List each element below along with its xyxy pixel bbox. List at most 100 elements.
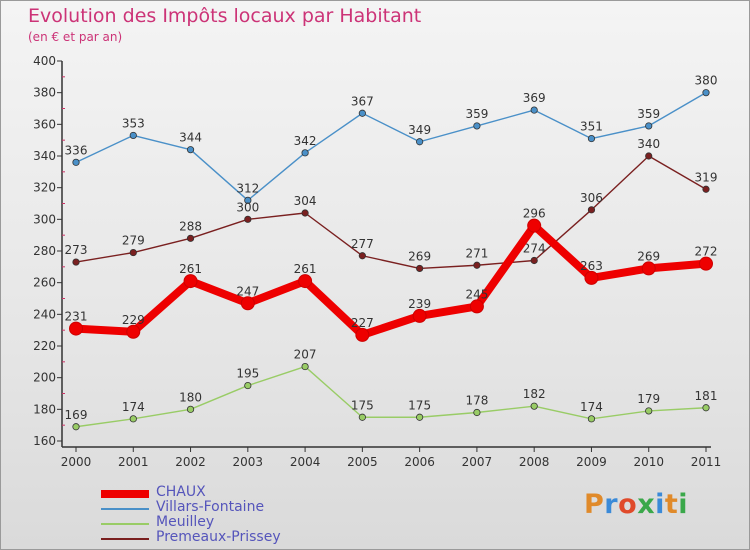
data-label: 344 bbox=[179, 131, 202, 145]
data-label: 261 bbox=[294, 262, 317, 276]
data-point bbox=[186, 405, 195, 413]
data-point bbox=[416, 138, 424, 146]
legend-item-meuilley: Meuilley bbox=[101, 514, 401, 531]
logo-letter: i bbox=[655, 489, 665, 520]
data-point bbox=[186, 146, 195, 154]
data-point bbox=[530, 402, 538, 410]
data-label: 269 bbox=[637, 249, 660, 263]
data-point bbox=[530, 256, 538, 265]
data-label: 319 bbox=[695, 170, 718, 184]
x-tick-label: 2008 bbox=[519, 455, 550, 469]
series-line-chaux bbox=[72, 221, 710, 339]
data-point bbox=[699, 256, 713, 271]
x-tick-label: 2009 bbox=[576, 455, 607, 469]
data-label: 359 bbox=[465, 107, 488, 121]
data-point bbox=[240, 296, 255, 311]
data-label: 174 bbox=[580, 400, 603, 414]
data-point bbox=[129, 415, 137, 423]
data-point bbox=[72, 158, 80, 166]
data-point bbox=[244, 196, 252, 204]
x-tick-label: 2000 bbox=[61, 455, 92, 469]
data-point bbox=[416, 264, 424, 273]
data-point bbox=[129, 131, 137, 140]
logo-letter: i bbox=[678, 489, 689, 520]
data-point bbox=[358, 109, 366, 117]
data-label: 272 bbox=[695, 245, 718, 259]
data-point bbox=[584, 270, 599, 285]
series-line-meuilley bbox=[75, 365, 707, 428]
data-label: 336 bbox=[65, 143, 88, 157]
data-point bbox=[186, 234, 195, 242]
y-tick-label: 400 bbox=[33, 54, 56, 68]
data-point bbox=[530, 106, 538, 114]
y-tick-label: 180 bbox=[33, 402, 56, 416]
data-label: 349 bbox=[408, 123, 431, 137]
data-point bbox=[183, 274, 198, 289]
data-label: 227 bbox=[351, 316, 374, 330]
legend-label: Premeaux-Prissey bbox=[156, 529, 281, 545]
x-tick-label: 2011 bbox=[691, 455, 722, 469]
data-label: 304 bbox=[294, 194, 317, 208]
data-label: 207 bbox=[294, 348, 317, 362]
data-label: 367 bbox=[351, 94, 374, 108]
data-point bbox=[69, 321, 83, 336]
data-point bbox=[358, 252, 366, 260]
data-label: 277 bbox=[351, 237, 374, 251]
data-point bbox=[587, 206, 596, 214]
data-point bbox=[355, 327, 370, 342]
data-point bbox=[244, 215, 252, 223]
data-point bbox=[72, 423, 80, 431]
y-tick-label: 160 bbox=[33, 434, 56, 448]
data-point bbox=[645, 152, 653, 160]
x-tick-label: 2002 bbox=[175, 455, 206, 469]
legend-item-premeaux-prissey: Premeaux-Prissey bbox=[101, 529, 401, 546]
data-point bbox=[645, 122, 653, 130]
data-point bbox=[473, 122, 481, 130]
data-label: 380 bbox=[695, 74, 718, 88]
data-point bbox=[702, 185, 710, 193]
data-label: 274 bbox=[523, 242, 546, 256]
data-label: 279 bbox=[122, 234, 145, 248]
data-label: 239 bbox=[408, 297, 431, 311]
legend-label: CHAUX bbox=[156, 484, 206, 500]
data-point bbox=[301, 149, 309, 157]
data-label: 263 bbox=[580, 259, 603, 273]
data-label: 175 bbox=[408, 398, 431, 412]
data-label: 174 bbox=[122, 400, 145, 414]
data-label: 351 bbox=[580, 120, 603, 134]
logo-letter: o bbox=[618, 489, 638, 520]
legend-swatch bbox=[101, 523, 149, 525]
x-tick-label: 2006 bbox=[404, 455, 435, 469]
data-point bbox=[473, 261, 481, 269]
data-point bbox=[301, 362, 309, 371]
y-tick-label: 240 bbox=[33, 307, 56, 321]
y-tick-label: 260 bbox=[33, 276, 56, 290]
data-point bbox=[702, 404, 710, 412]
data-label: 342 bbox=[294, 134, 317, 148]
data-label: 180 bbox=[179, 390, 202, 404]
legend-swatch bbox=[101, 538, 149, 540]
data-point bbox=[645, 407, 653, 415]
proxiti-logo: Proxiti bbox=[584, 489, 688, 520]
data-label: 182 bbox=[523, 387, 546, 401]
logo-letter: r bbox=[604, 489, 619, 520]
data-label: 288 bbox=[179, 219, 202, 233]
legend-item-villars-fontaine: Villars-Fontaine bbox=[101, 499, 401, 516]
data-label: 296 bbox=[523, 207, 546, 221]
chart-title: Evolution des Impôts locaux par Habitant bbox=[28, 5, 422, 27]
data-label: 359 bbox=[637, 107, 660, 121]
data-label: 269 bbox=[408, 249, 431, 263]
data-point bbox=[126, 324, 141, 339]
data-label: 369 bbox=[523, 91, 546, 105]
x-tick-label: 2010 bbox=[633, 455, 664, 469]
legend-swatch bbox=[101, 490, 149, 498]
data-point bbox=[641, 261, 656, 276]
data-label: 261 bbox=[179, 262, 202, 276]
data-point bbox=[587, 415, 596, 423]
x-tick-label: 2004 bbox=[290, 455, 321, 469]
y-tick-label: 200 bbox=[33, 371, 56, 385]
data-label: 300 bbox=[236, 200, 259, 214]
y-tick-label: 280 bbox=[33, 244, 56, 258]
